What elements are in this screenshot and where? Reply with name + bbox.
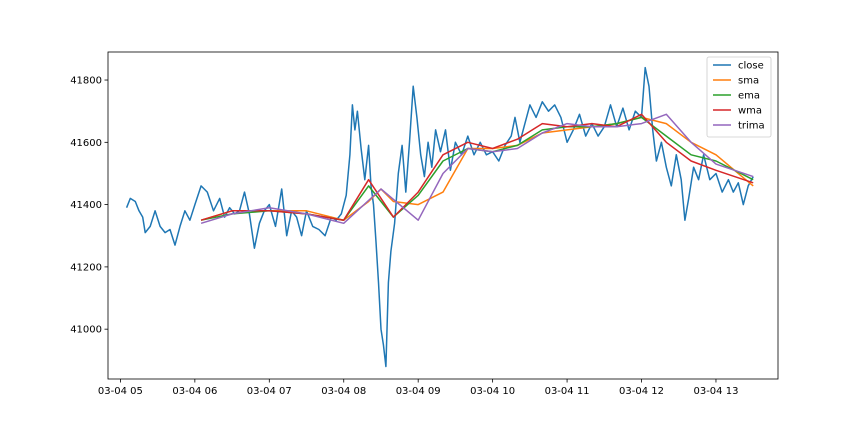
legend-label-wma: wma xyxy=(738,106,762,117)
series-line-trima xyxy=(200,113,754,225)
legend-label-trima: trima xyxy=(738,121,765,132)
legend-label-sma: sma xyxy=(738,76,759,87)
series-layer xyxy=(125,66,754,368)
plot-frame xyxy=(107,51,779,380)
series-line-sma xyxy=(200,116,754,221)
y-axis: 41000 41200 41400 41600 41800 xyxy=(70,76,108,336)
y-tick-label: 41200 xyxy=(70,262,102,273)
x-tick-label: 03-04 05 xyxy=(98,386,143,397)
legend-label-close: close xyxy=(738,61,764,72)
legend-label-ema: ema xyxy=(738,91,760,102)
series-line-wma xyxy=(200,113,754,221)
y-tick-label: 41600 xyxy=(70,138,102,149)
legend-box xyxy=(706,56,772,138)
y-tick-label: 41400 xyxy=(70,200,102,211)
x-tick-label: 03-04 07 xyxy=(247,386,292,397)
x-axis: 03-04 05 03-04 06 03-04 07 03-04 08 03-04 09… xyxy=(98,379,738,397)
legend: close sma ema wma trima xyxy=(706,56,772,138)
x-tick-label: 03-04 06 xyxy=(172,386,217,397)
x-tick-label: 03-04 13 xyxy=(693,386,738,397)
x-tick-label: 03-04 12 xyxy=(619,386,664,397)
x-tick-label: 03-04 09 xyxy=(396,386,441,397)
x-tick-label: 03-04 08 xyxy=(321,386,366,397)
x-tick-label: 03-04 11 xyxy=(545,386,590,397)
y-tick-label: 41000 xyxy=(70,325,102,336)
y-tick-label: 41800 xyxy=(70,76,102,87)
x-tick-label: 03-04 10 xyxy=(470,386,515,397)
